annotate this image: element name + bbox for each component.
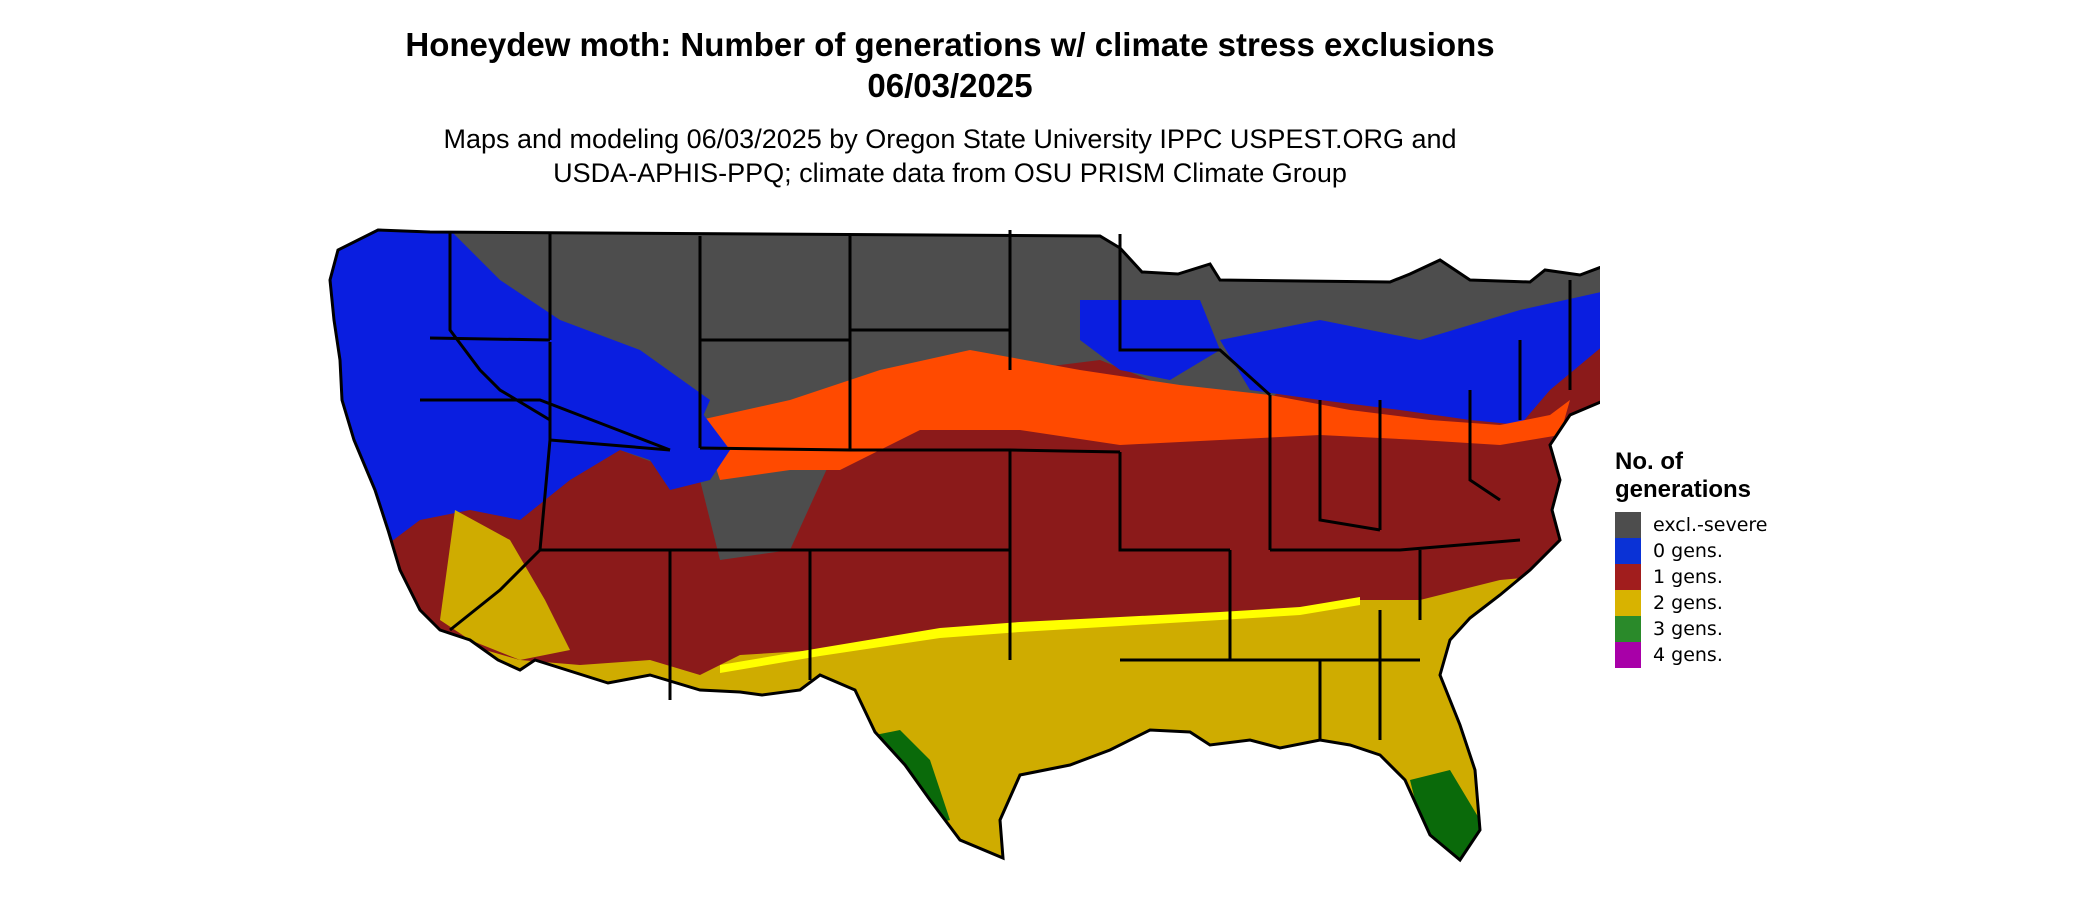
legend-title-line1: No. of <box>1615 448 1683 475</box>
map-legend: No. of generations excl.-severe 0 gens. … <box>1615 448 1768 668</box>
region-three-gens-florida <box>1410 770 1480 860</box>
legend-swatch <box>1615 590 1641 616</box>
legend-item-excluded: excl.-severe <box>1615 512 1768 538</box>
region-zero-gens-greatlakes <box>1080 300 1220 380</box>
legend-label: excl.-severe <box>1653 514 1768 536</box>
legend-label: 4 gens. <box>1653 644 1723 666</box>
region-excluded <box>330 230 1600 560</box>
legend-label: 0 gens. <box>1653 540 1723 562</box>
map-title-date: 06/03/2025 <box>867 67 1033 104</box>
legend-title-line2: generations <box>1615 476 1752 503</box>
map-title: Honeydew moth: Number of generations w/ … <box>0 24 1900 106</box>
legend-item-4-gens: 4 gens. <box>1615 642 1768 668</box>
us-generations-map <box>328 228 1600 862</box>
legend-swatch <box>1615 564 1641 590</box>
map-subtitle-line1: Maps and modeling 06/03/2025 by Oregon S… <box>443 124 1457 154</box>
region-zero-gens-rockies <box>620 400 730 490</box>
legend-swatch <box>1615 538 1641 564</box>
legend-item-1-gens: 1 gens. <box>1615 564 1768 590</box>
region-zero-gens-northeast <box>1220 290 1600 425</box>
map-subtitle-line2: USDA-APHIS-PPQ; climate data from OSU PR… <box>553 158 1347 188</box>
legend-item-0-gens: 0 gens. <box>1615 538 1768 564</box>
region-zero-gens-west <box>330 230 710 560</box>
legend-item-3-gens: 3 gens. <box>1615 616 1768 642</box>
state-borders <box>328 228 1600 862</box>
map-subtitle: Maps and modeling 06/03/2025 by Oregon S… <box>0 122 1900 190</box>
legend-swatch <box>1615 616 1641 642</box>
legend-item-2-gens: 2 gens. <box>1615 590 1768 616</box>
region-partial-band <box>700 350 1570 480</box>
region-two-gens-edge <box>720 597 1360 673</box>
legend-label: 2 gens. <box>1653 592 1723 614</box>
legend-swatch <box>1615 642 1641 668</box>
legend-label: 1 gens. <box>1653 566 1723 588</box>
map-title-line1: Honeydew moth: Number of generations w/ … <box>405 26 1495 63</box>
generation-regions <box>330 230 1600 860</box>
legend-swatch <box>1615 512 1641 538</box>
legend-title: No. of generations <box>1615 448 1768 504</box>
legend-label: 3 gens. <box>1653 618 1723 640</box>
